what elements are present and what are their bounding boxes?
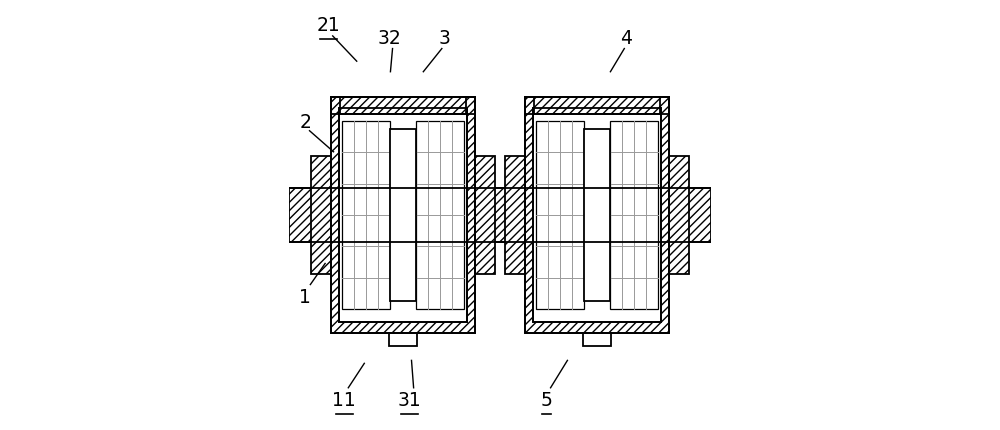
Bar xyxy=(311,156,331,274)
Text: 2: 2 xyxy=(299,113,311,132)
Text: 4: 4 xyxy=(620,28,632,47)
Bar xyxy=(533,108,661,322)
Bar xyxy=(331,97,475,333)
Text: 3: 3 xyxy=(438,28,450,47)
Bar xyxy=(534,97,660,114)
Bar xyxy=(536,120,584,310)
Bar xyxy=(416,120,464,310)
Text: 32: 32 xyxy=(378,28,401,47)
Bar xyxy=(583,333,611,346)
Text: 31: 31 xyxy=(398,391,421,410)
Bar xyxy=(331,97,475,114)
Bar xyxy=(475,156,495,274)
Bar xyxy=(342,120,390,310)
Bar xyxy=(525,97,669,114)
Bar xyxy=(339,108,467,322)
Text: 5: 5 xyxy=(540,391,552,410)
Bar xyxy=(339,108,467,322)
Bar xyxy=(389,333,417,346)
Text: 1: 1 xyxy=(299,288,311,307)
Bar xyxy=(610,120,658,310)
Bar xyxy=(533,108,661,322)
Bar xyxy=(390,129,416,301)
Bar xyxy=(340,97,466,114)
Bar xyxy=(525,97,669,333)
Bar xyxy=(331,97,475,333)
Text: 11: 11 xyxy=(332,391,356,410)
Bar xyxy=(525,97,669,333)
Bar xyxy=(289,187,711,243)
Bar xyxy=(584,129,610,301)
Bar xyxy=(505,156,525,274)
Bar xyxy=(669,156,689,274)
Text: 21: 21 xyxy=(317,16,340,35)
